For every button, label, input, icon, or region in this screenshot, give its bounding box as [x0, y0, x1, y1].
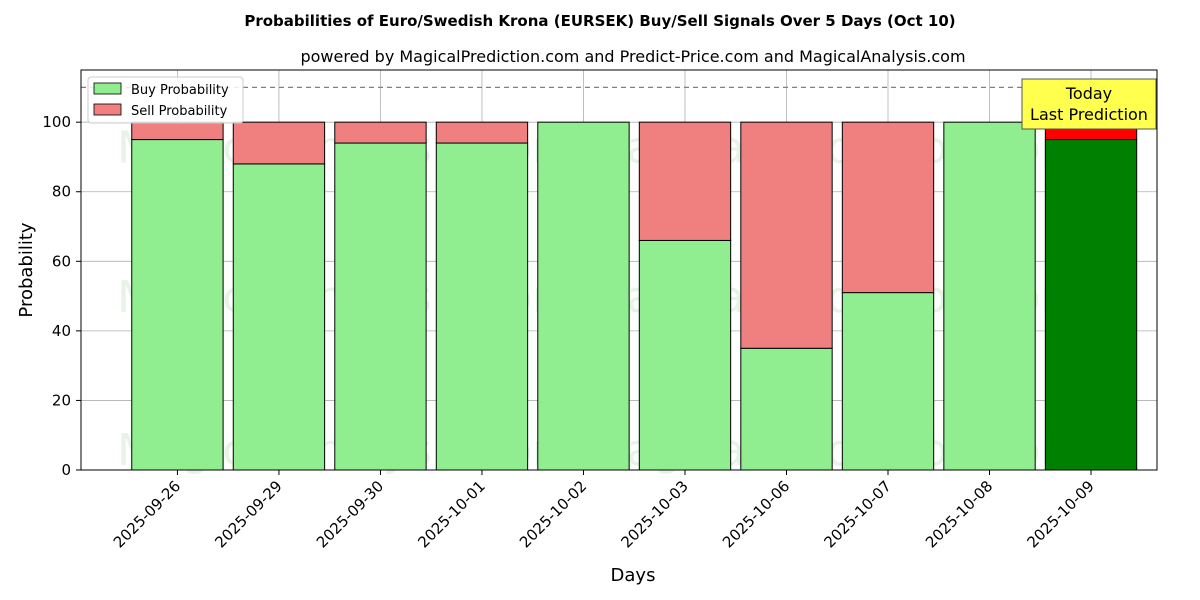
chart-subtitle: powered by MagicalPrediction.com and Pre…	[300, 47, 965, 66]
y-tick-label: 60	[52, 252, 71, 270]
legend-swatch-sell	[93, 103, 122, 116]
x-tick-label: 2025-10-08	[922, 477, 996, 551]
bar-buy	[943, 121, 1036, 471]
bar-buy	[841, 292, 935, 471]
bar-sell	[435, 121, 529, 144]
x-tick-label: 2025-10-02	[516, 477, 590, 551]
x-tick-label: 2025-10-09	[1023, 477, 1097, 551]
today-annotation: Today Last Prediction	[1021, 78, 1157, 130]
y-tick-label: 100	[42, 113, 71, 131]
y-tick-label: 80	[52, 183, 71, 201]
bar-buy	[131, 139, 224, 471]
annotation-line-today: Today	[1065, 84, 1112, 103]
x-tick-label: 2025-09-26	[110, 477, 184, 551]
legend-label-sell: Sell Probability	[131, 104, 228, 119]
y-axis-label: Probability	[16, 222, 37, 317]
bar-buy	[638, 239, 732, 471]
x-axis-label: Days	[611, 565, 656, 586]
bar-sell	[334, 121, 427, 144]
bar-buy	[1044, 139, 1138, 471]
bar-sell	[638, 121, 732, 241]
y-tick-label: 0	[61, 461, 71, 479]
legend-swatch-buy	[93, 82, 122, 95]
legend: Buy Probability Sell Probability	[87, 76, 244, 124]
bar-layer	[131, 121, 1138, 471]
x-tick-label: 2025-10-03	[617, 477, 691, 551]
bar-buy	[232, 163, 326, 471]
legend-label-buy: Buy Probability	[131, 83, 229, 98]
bar-sell	[131, 121, 224, 141]
x-tick-label: 2025-09-30	[313, 477, 387, 551]
x-tick-label: 2025-10-06	[719, 477, 793, 551]
x-tick-label: 2025-10-07	[820, 477, 894, 551]
y-tick-label: 20	[52, 391, 71, 409]
bar-buy	[435, 142, 529, 471]
bar-sell	[232, 121, 326, 165]
legend-frame	[87, 76, 244, 124]
x-tick-label: 2025-10-01	[414, 477, 488, 551]
bar-sell	[740, 121, 833, 349]
annotation-box	[1021, 78, 1157, 130]
y-tick-label: 40	[52, 322, 71, 340]
bar-buy	[537, 121, 630, 471]
bar-buy	[740, 347, 833, 471]
x-tick-label: 2025-09-29	[211, 477, 285, 551]
bar-buy	[334, 142, 427, 471]
annotation-line-last-prediction: Last Prediction	[1030, 105, 1148, 124]
chart-title: Probabilities of Euro/Swedish Krona (EUR…	[244, 12, 955, 30]
plot-frame	[80, 69, 1158, 471]
bar-sell	[841, 121, 935, 294]
